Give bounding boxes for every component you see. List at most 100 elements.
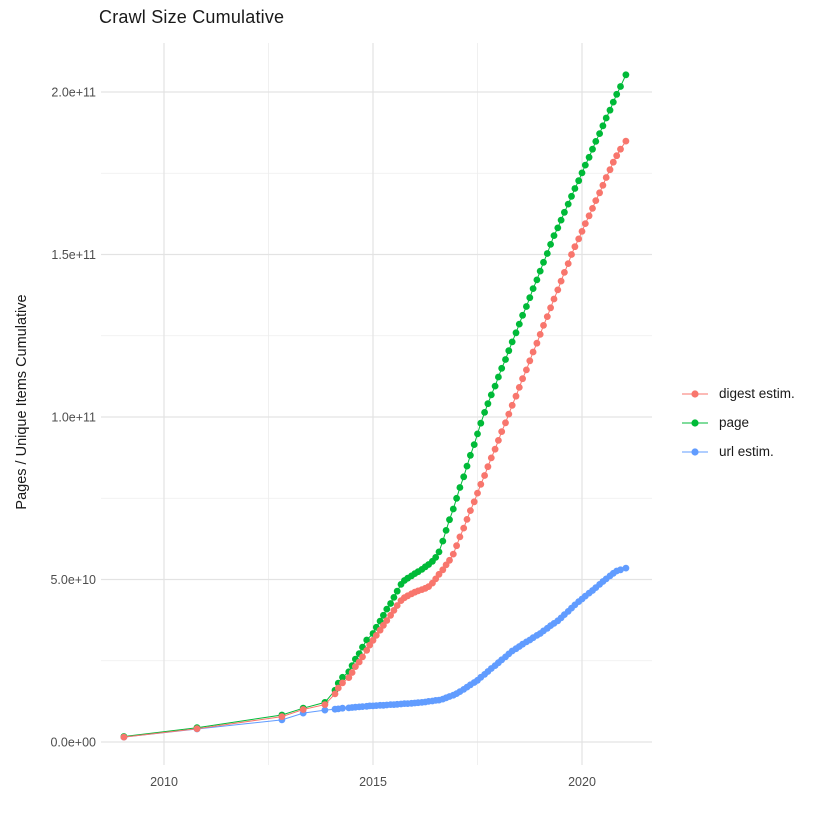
data-point — [453, 494, 460, 502]
data-point — [390, 594, 398, 601]
data-point — [487, 454, 495, 462]
data-point — [502, 356, 509, 363]
data-point — [474, 430, 481, 438]
data-point — [193, 725, 201, 733]
data-point — [622, 71, 630, 79]
legend-item-digest: digest estim. — [681, 379, 795, 408]
data-point — [578, 169, 586, 177]
data-point — [617, 566, 624, 574]
data-point — [543, 313, 551, 320]
data-point — [533, 339, 541, 347]
data-point — [622, 564, 630, 572]
data-point — [533, 276, 541, 284]
data-point — [505, 410, 513, 418]
data-point — [387, 600, 394, 607]
legend-key-dot — [691, 418, 699, 427]
data-point — [393, 587, 401, 595]
y-tick-label: 2.0e+11 — [51, 86, 96, 100]
data-point — [557, 216, 565, 224]
data-point — [299, 706, 307, 713]
data-point — [120, 733, 128, 741]
data-point — [491, 445, 499, 453]
data-point — [484, 400, 492, 408]
y-tick-label: 0.0e+00 — [50, 736, 96, 750]
data-point — [543, 250, 551, 257]
data-point — [526, 357, 534, 365]
data-point — [606, 166, 614, 174]
data-point — [561, 208, 568, 216]
data-point — [589, 205, 596, 212]
data-point — [557, 277, 565, 285]
data-point — [575, 177, 583, 185]
data-point — [339, 679, 346, 687]
data-point — [550, 295, 558, 303]
data-point — [515, 384, 523, 391]
data-point — [585, 212, 593, 220]
series-page — [120, 71, 630, 740]
data-point — [481, 409, 488, 416]
data-point — [359, 653, 366, 661]
data-point — [547, 241, 554, 248]
data-point — [540, 258, 547, 266]
data-point — [383, 605, 391, 613]
data-point — [589, 145, 596, 153]
x-tick-label: 2020 — [568, 775, 596, 789]
data-point — [498, 428, 506, 435]
data-point — [578, 228, 586, 235]
data-point — [348, 669, 356, 676]
y-tick-label: 1.0e+11 — [51, 411, 96, 425]
data-point — [547, 304, 554, 312]
data-point — [463, 516, 471, 523]
data-point — [435, 570, 443, 578]
series-digest-estim — [120, 137, 630, 741]
data-point — [456, 533, 464, 541]
data-point — [536, 331, 544, 338]
data-point — [519, 375, 526, 383]
data-point — [446, 556, 453, 564]
data-point — [383, 617, 391, 624]
legend-key-url-icon — [682, 447, 708, 456]
data-point — [321, 706, 329, 714]
data-point — [460, 524, 468, 532]
data-point — [523, 303, 530, 310]
data-point — [372, 632, 380, 639]
data-point — [596, 130, 603, 138]
data-point — [581, 220, 589, 228]
data-point — [498, 364, 506, 372]
data-point — [571, 243, 579, 251]
data-point — [592, 197, 600, 205]
data-point — [536, 267, 544, 275]
data-point — [460, 473, 468, 481]
data-point — [339, 673, 346, 681]
data-point — [523, 366, 530, 374]
data-point — [561, 269, 568, 276]
data-point — [609, 158, 617, 166]
data-point — [334, 684, 342, 692]
data-point — [467, 507, 474, 514]
data-point — [581, 161, 589, 169]
data-point — [599, 122, 607, 130]
legend-label: url estim. — [719, 444, 774, 459]
data-point — [564, 200, 572, 208]
y-tick-label: 1.5e+11 — [51, 248, 96, 262]
data-point — [439, 537, 447, 545]
data-point — [446, 516, 453, 524]
series-line — [123, 567, 627, 738]
data-point — [613, 152, 621, 160]
data-point — [575, 235, 583, 243]
data-point — [363, 636, 371, 644]
x-tick-label: 2010 — [150, 775, 178, 789]
data-point — [529, 285, 537, 292]
data-point — [387, 611, 394, 619]
data-point — [380, 611, 387, 619]
legend-item-page: page — [681, 408, 795, 437]
data-point — [366, 641, 374, 649]
data-point — [550, 232, 558, 240]
data-point — [449, 505, 457, 513]
data-point — [390, 607, 398, 614]
data-point — [481, 472, 488, 479]
data-point — [487, 391, 495, 399]
legend-key-digest-icon — [682, 389, 708, 398]
data-point — [453, 542, 460, 550]
